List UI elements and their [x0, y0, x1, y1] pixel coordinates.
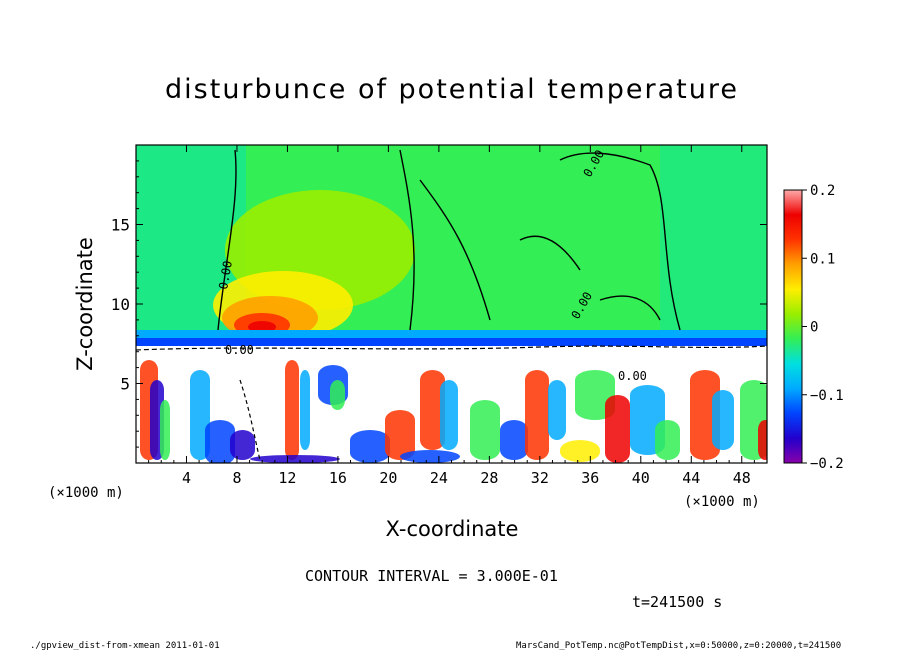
plume-patch	[385, 410, 415, 460]
contour-line-dashed	[239, 379, 261, 461]
plume-patch	[285, 360, 299, 460]
colorbar-tick-label: 0.2	[810, 183, 835, 199]
x-tick-label: 8	[232, 469, 241, 487]
inversion-band-light	[136, 330, 767, 340]
inversion-band-dark	[136, 338, 767, 346]
time-text: t=241500 s	[632, 593, 723, 611]
plume-patch	[712, 390, 734, 450]
plume-patch	[400, 450, 460, 463]
contour-interval-text: CONTOUR INTERVAL = 3.000E-01	[305, 567, 558, 585]
footer-left: ./gpview_dist-from-xmean 2011-01-01	[30, 641, 220, 651]
colorbar-tick-label: −0.1	[810, 388, 844, 404]
contour-label: 0.00	[618, 369, 647, 383]
contour-label: 0.00	[225, 343, 254, 357]
plume-patch	[605, 395, 630, 463]
contour-line-dashed	[136, 345, 767, 351]
plume-patch	[548, 380, 566, 440]
colorbar-tick-label: −0.2	[810, 456, 844, 472]
plume-patch	[655, 420, 680, 460]
x-tick-label: 16	[329, 469, 347, 487]
plume-patch	[330, 380, 345, 410]
contour-line	[419, 179, 491, 321]
colorbar	[783, 189, 803, 464]
plume-patch	[525, 370, 549, 460]
plume-patch	[230, 430, 255, 460]
colorbar-tick-label: 0	[810, 320, 818, 336]
contour-label: 0.00	[216, 260, 235, 291]
plume-patch	[420, 370, 445, 450]
x-tick-label: 28	[480, 469, 498, 487]
plot-field: 0.000.000.000.000.00	[136, 145, 767, 463]
x-tick-label: 36	[581, 469, 599, 487]
plume-patch	[250, 455, 340, 463]
contour-line	[599, 295, 661, 321]
field-cyan-patch	[660, 145, 767, 335]
x-tick-label: 32	[531, 469, 549, 487]
plume-patch	[470, 400, 500, 460]
footer-right: MarsCand_PotTemp.nc@PotTempDist,x=0:5000…	[516, 641, 842, 651]
x-tick-label: 48	[733, 469, 751, 487]
plume-patch	[300, 370, 310, 450]
contour-line	[559, 152, 681, 331]
plume-patch	[560, 440, 600, 462]
x-tick-label: 24	[430, 469, 448, 487]
chart-title: disturbunce of potential temperature	[165, 74, 739, 105]
colorbar-tick-label: 0.1	[810, 251, 835, 267]
x-tick-label: 4	[182, 469, 191, 487]
plume-patch	[160, 400, 170, 460]
x-unit-left: (×1000 m)	[48, 485, 124, 501]
plume-patch	[205, 420, 235, 463]
contour-line	[399, 149, 415, 331]
plume-patch	[350, 430, 390, 463]
y-tick-label: 10	[111, 295, 130, 314]
plume-patch	[440, 380, 458, 450]
x-tick-label: 40	[632, 469, 650, 487]
x-tick-label: 44	[682, 469, 700, 487]
y-tick-label: 15	[111, 216, 130, 235]
contour-line	[217, 149, 237, 331]
x-unit-right: (×1000 m)	[684, 494, 760, 510]
plume-patch	[500, 420, 528, 460]
contour-line	[519, 235, 581, 271]
x-tick-label: 12	[278, 469, 296, 487]
y-axis-title: Z-coordinate	[73, 237, 97, 371]
x-tick-label: 20	[379, 469, 397, 487]
plume-patch	[758, 420, 767, 460]
x-axis-title: X-coordinate	[386, 517, 519, 541]
y-tick-label: 5	[120, 375, 130, 394]
